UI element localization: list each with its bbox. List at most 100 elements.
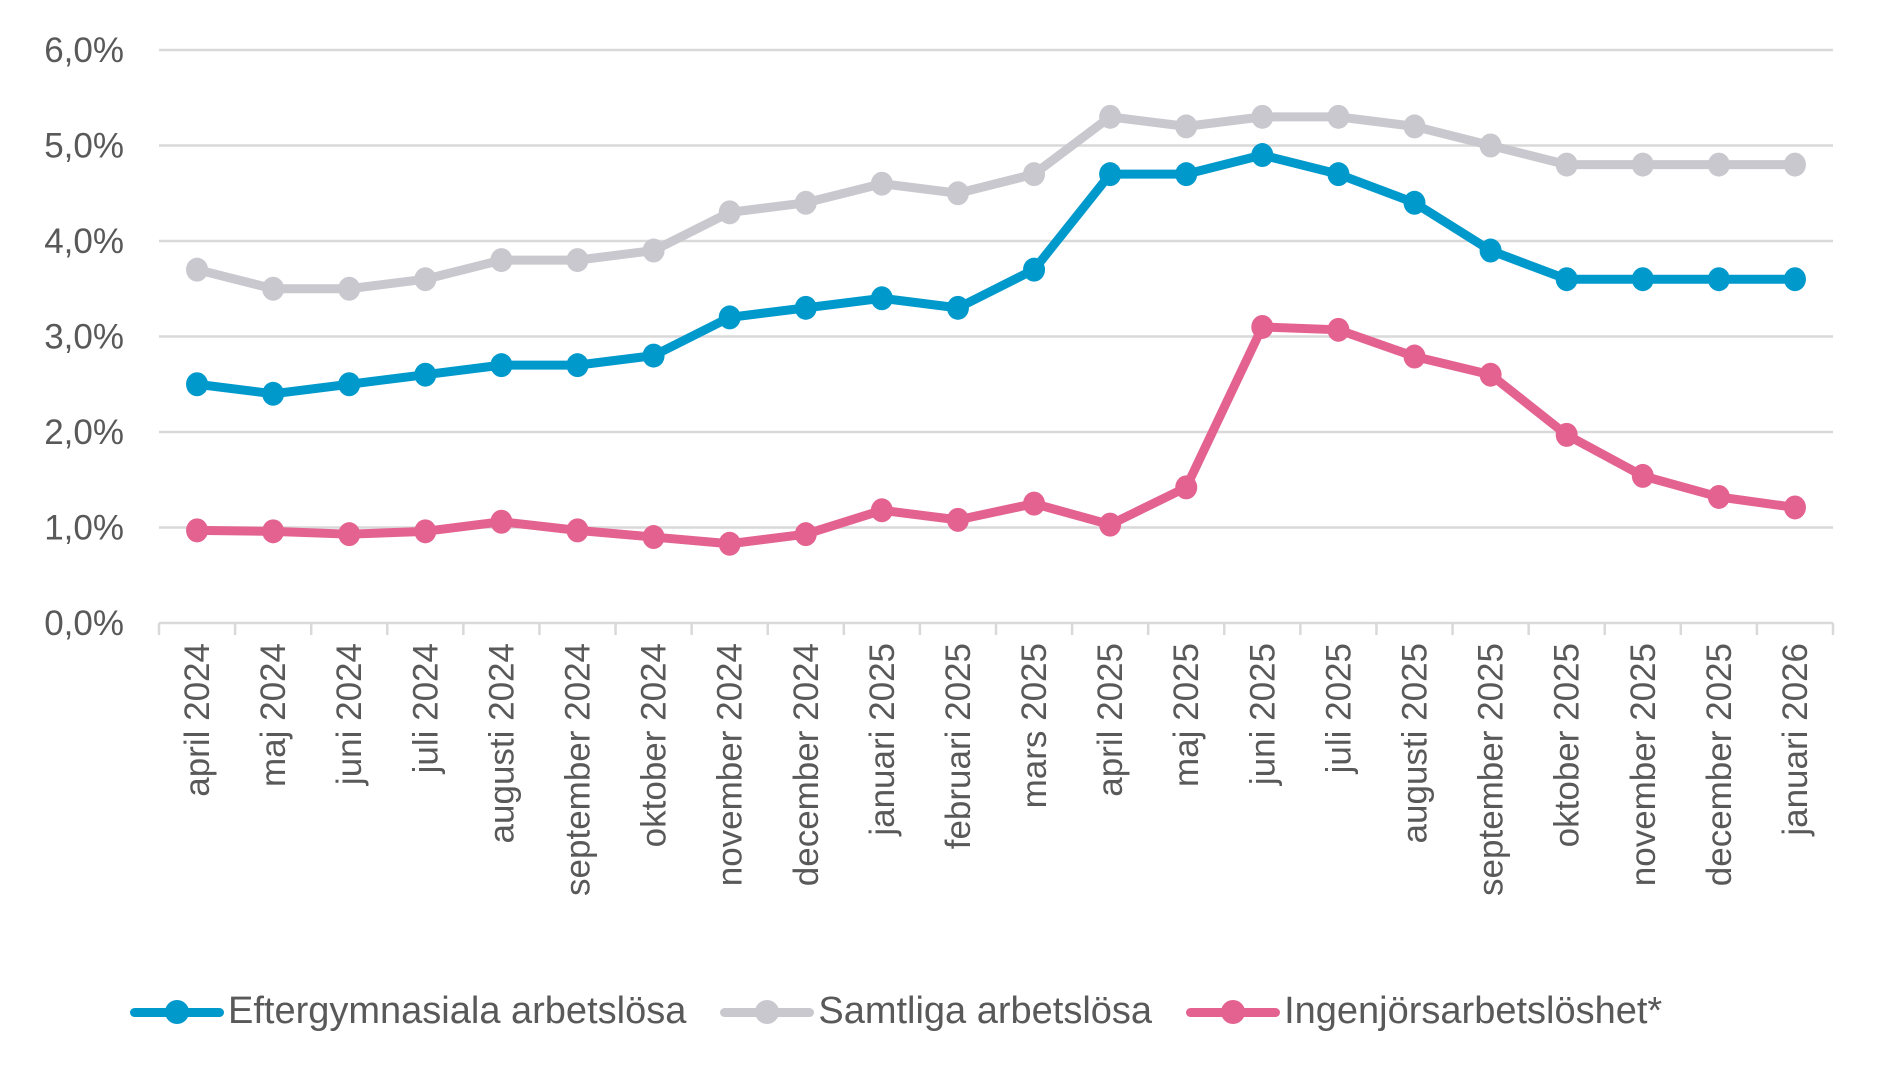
data-point	[870, 171, 893, 196]
x-tick-label: januari 2026	[1776, 643, 1815, 837]
x-tick-label: december 2024	[787, 643, 826, 886]
legend-item-ingenjorer[interactable]: Ingenjörsarbetslöshet*	[1186, 990, 1662, 1033]
data-point	[1023, 491, 1046, 516]
y-tick-label: 3,0%	[44, 318, 124, 357]
y-tick-label: 0,0%	[44, 604, 124, 643]
data-point	[1707, 152, 1730, 177]
data-point	[1479, 238, 1502, 263]
data-point	[1631, 152, 1654, 177]
legend-dot	[755, 999, 780, 1024]
data-point	[946, 181, 969, 206]
data-point	[946, 507, 969, 532]
series-2	[186, 314, 1806, 556]
x-tick-label: maj 2025	[1167, 643, 1206, 787]
legend-label: Eftergymnasiala arbetslösa	[228, 990, 687, 1032]
y-tick-label: 1,0%	[44, 509, 124, 548]
y-tick-label: 6,0%	[44, 31, 124, 70]
data-point	[1403, 114, 1426, 139]
data-point	[1403, 344, 1426, 369]
series-1	[186, 104, 1806, 301]
legend-label: Samtliga arbetslösa	[818, 990, 1153, 1032]
legend-marker-line-icon	[1186, 997, 1281, 1027]
data-point	[1099, 104, 1122, 129]
series-0	[186, 143, 1806, 406]
data-point	[1479, 362, 1502, 387]
legend-marker-line-icon	[720, 997, 815, 1027]
data-point	[566, 248, 589, 273]
data-point	[1707, 267, 1730, 292]
series-line	[192, 150, 1800, 399]
data-point	[642, 525, 665, 550]
data-point	[414, 362, 437, 387]
data-point	[1175, 114, 1198, 139]
data-point	[338, 372, 361, 397]
x-tick-label: juni 2025	[1243, 643, 1282, 786]
data-point	[338, 522, 361, 547]
x-tick-label: oktober 2024	[635, 643, 674, 847]
data-point	[1327, 317, 1350, 342]
x-tick-label: september 2024	[559, 643, 598, 896]
data-point	[718, 305, 741, 330]
x-tick-label: november 2024	[711, 643, 750, 886]
data-point	[1251, 314, 1274, 339]
data-point	[870, 498, 893, 523]
x-tick-label: juli 2024	[406, 643, 445, 774]
data-point	[490, 248, 513, 273]
data-point	[1175, 475, 1198, 500]
data-point	[794, 295, 817, 320]
x-tick-label: december 2025	[1700, 643, 1739, 886]
data-point	[1783, 152, 1806, 177]
legend-item-samtliga[interactable]: Samtliga arbetslösa	[720, 990, 1152, 1033]
data-point	[1403, 190, 1426, 215]
series-line	[192, 322, 1800, 549]
x-tick-label: november 2025	[1624, 643, 1663, 886]
data-point	[1631, 463, 1654, 488]
data-point	[186, 372, 209, 397]
y-tick-label: 2,0%	[44, 413, 124, 452]
data-point	[642, 238, 665, 263]
data-point	[1099, 512, 1122, 537]
gridlines	[159, 48, 1833, 529]
data-point	[1707, 484, 1730, 509]
legend-label: Ingenjörsarbetslöshet*	[1284, 990, 1663, 1032]
data-point	[1479, 133, 1502, 158]
data-point	[794, 522, 817, 547]
series-line	[192, 112, 1800, 294]
legend-marker-line-icon	[130, 997, 224, 1027]
data-point	[1175, 162, 1198, 187]
x-tick-label: januari 2025	[863, 643, 902, 837]
data-point	[262, 276, 285, 301]
data-point	[1251, 143, 1274, 168]
x-tick-label: augusti 2025	[1396, 643, 1435, 843]
data-point	[566, 353, 589, 378]
data-point	[566, 518, 589, 543]
data-point	[1327, 162, 1350, 187]
data-point	[718, 531, 741, 556]
data-point	[338, 276, 361, 301]
x-tick-label: september 2025	[1472, 643, 1511, 896]
data-point	[490, 353, 513, 378]
x-tick-label: april 2024	[178, 643, 217, 797]
y-tick-label: 4,0%	[44, 222, 124, 261]
data-point	[262, 381, 285, 406]
data-point	[490, 509, 513, 534]
data-point	[262, 519, 285, 544]
legend: Eftergymnasiala arbetslösa Samtliga arbe…	[130, 990, 1696, 1033]
x-tick-label: juli 2025	[1319, 643, 1358, 774]
series-lines	[186, 104, 1806, 556]
legend-dot	[1221, 999, 1246, 1024]
x-tick-label: oktober 2025	[1548, 643, 1587, 847]
legend-item-eftergymnasiala[interactable]: Eftergymnasiala arbetslösa	[130, 990, 686, 1033]
data-point	[718, 200, 741, 225]
x-tick-label: april 2025	[1091, 643, 1130, 797]
y-tick-label: 5,0%	[44, 127, 124, 166]
x-tick-label: februari 2025	[939, 643, 978, 849]
data-point	[186, 518, 209, 543]
data-point	[794, 190, 817, 215]
data-point	[414, 267, 437, 292]
data-point	[1251, 104, 1274, 129]
data-point	[1631, 267, 1654, 292]
data-point	[946, 295, 969, 320]
data-point	[1099, 162, 1122, 187]
